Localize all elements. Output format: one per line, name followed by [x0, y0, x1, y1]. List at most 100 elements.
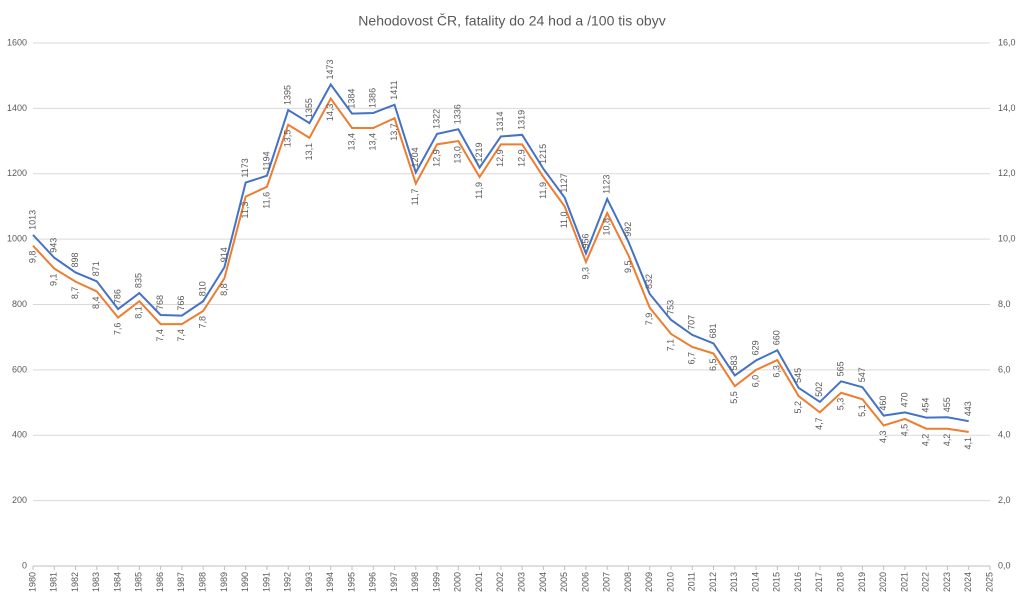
- data-label: 4,7: [814, 417, 824, 430]
- data-label: 1215: [538, 144, 548, 164]
- x-tick-label: 2022: [921, 572, 931, 592]
- y-tick-label: 1200: [7, 168, 27, 178]
- data-label: 583: [729, 355, 739, 370]
- y-tick-label: 200: [12, 495, 27, 505]
- y2-tick-label: 0,0: [998, 560, 1011, 570]
- data-label: 1194: [261, 151, 271, 170]
- x-tick-label: 1980: [27, 572, 37, 592]
- x-tick-label: 1988: [198, 572, 208, 592]
- x-tick-label: 1996: [368, 572, 378, 592]
- data-label: 7,9: [644, 313, 654, 326]
- y-tick-label: 600: [12, 364, 27, 374]
- x-tick-label: 2012: [708, 572, 718, 592]
- data-label: 786: [112, 289, 122, 304]
- data-label: 13,4: [346, 133, 356, 151]
- data-label: 4,5: [899, 424, 909, 437]
- data-label: 9,5: [623, 260, 633, 273]
- x-tick-label: 1985: [134, 572, 144, 592]
- x-tick-label: 1986: [155, 572, 165, 592]
- x-tick-label: 1984: [112, 572, 122, 592]
- data-label: 768: [155, 295, 165, 310]
- data-label: 4,1: [963, 437, 973, 450]
- x-tick-label: 2003: [517, 572, 527, 592]
- x-tick-label: 2011: [687, 572, 697, 591]
- data-label: 1355: [304, 98, 314, 118]
- x-tick-label: 1990: [240, 572, 250, 592]
- x-tick-label: 2015: [772, 572, 782, 592]
- data-label: 7,4: [155, 329, 165, 342]
- y2-tick-label: 14,0: [998, 103, 1016, 113]
- data-label: 10,8: [602, 218, 612, 236]
- data-label: 11,7: [410, 189, 420, 206]
- x-tick-label: 1997: [389, 572, 399, 592]
- data-label: 1386: [368, 88, 378, 108]
- data-label: 943: [49, 238, 59, 253]
- data-label: 1013: [27, 210, 37, 230]
- y2-tick-label: 4,0: [998, 430, 1011, 440]
- data-label: 681: [708, 323, 718, 338]
- x-tick-label: 2001: [474, 572, 484, 592]
- x-tick-label: 2009: [644, 572, 654, 592]
- data-label: 4,3: [878, 430, 888, 443]
- x-tick-label: 2025: [984, 572, 994, 592]
- x-tick-label: 2000: [453, 572, 463, 592]
- data-label: 1411: [389, 80, 399, 99]
- data-label: 443: [963, 401, 973, 416]
- x-tick-label: 2016: [793, 572, 803, 592]
- y-tick-label: 800: [12, 299, 27, 309]
- data-label: 9,8: [27, 251, 37, 264]
- data-label: 545: [793, 368, 803, 383]
- x-tick-label: 2002: [495, 572, 505, 592]
- y-tick-label: 1000: [7, 234, 27, 244]
- data-label: 470: [899, 392, 909, 407]
- y2-tick-label: 16,0: [998, 37, 1016, 47]
- x-tick-label: 1994: [325, 572, 335, 592]
- x-tick-label: 2005: [559, 572, 569, 592]
- x-tick-label: 2020: [878, 572, 888, 592]
- data-label: 11,9: [538, 182, 548, 199]
- x-tick-label: 2014: [750, 572, 760, 592]
- x-tick-label: 1991: [261, 572, 271, 592]
- y2-tick-label: 8,0: [998, 299, 1011, 309]
- data-label: 629: [750, 340, 760, 355]
- x-tick-label: 1987: [176, 572, 186, 592]
- data-label: 992: [623, 222, 633, 237]
- x-tick-label: 1998: [410, 572, 420, 592]
- data-label: 1123: [602, 175, 612, 194]
- data-label: 7,1: [665, 339, 675, 352]
- data-label: 4,2: [921, 434, 931, 447]
- data-label: 810: [198, 281, 208, 296]
- data-label: 8,8: [219, 283, 229, 296]
- y2-tick-label: 12,0: [998, 168, 1016, 178]
- x-tick-label: 2013: [729, 572, 739, 592]
- data-label: 6,7: [687, 352, 697, 365]
- data-label: 11,3: [240, 202, 250, 219]
- x-tick-label: 1995: [346, 572, 356, 592]
- data-label: 12,9: [495, 149, 505, 167]
- x-tick-label: 2017: [814, 572, 824, 592]
- x-tick-label: 2019: [857, 572, 867, 592]
- x-tick-label: 1999: [431, 572, 441, 592]
- data-label: 1204: [410, 147, 420, 167]
- x-tick-label: 1981: [49, 572, 59, 592]
- data-label: 766: [176, 296, 186, 311]
- data-label: 835: [134, 273, 144, 288]
- data-label: 1314: [495, 111, 505, 131]
- y2-tick-label: 6,0: [998, 364, 1011, 374]
- y2-tick-label: 2,0: [998, 495, 1011, 505]
- y2-tick-label: 10,0: [998, 234, 1016, 244]
- data-label: 502: [814, 382, 824, 397]
- data-label: 5,5: [729, 391, 739, 404]
- data-label: 13,5: [283, 130, 293, 148]
- data-label: 660: [772, 330, 782, 345]
- x-tick-label: 2023: [942, 572, 952, 592]
- data-label: 13,7: [389, 123, 399, 141]
- x-tick-label: 2008: [623, 572, 633, 592]
- data-label: 454: [921, 398, 931, 413]
- data-label: 832: [644, 274, 654, 289]
- data-label: 9,1: [49, 274, 59, 287]
- x-tick-label: 2007: [602, 572, 612, 592]
